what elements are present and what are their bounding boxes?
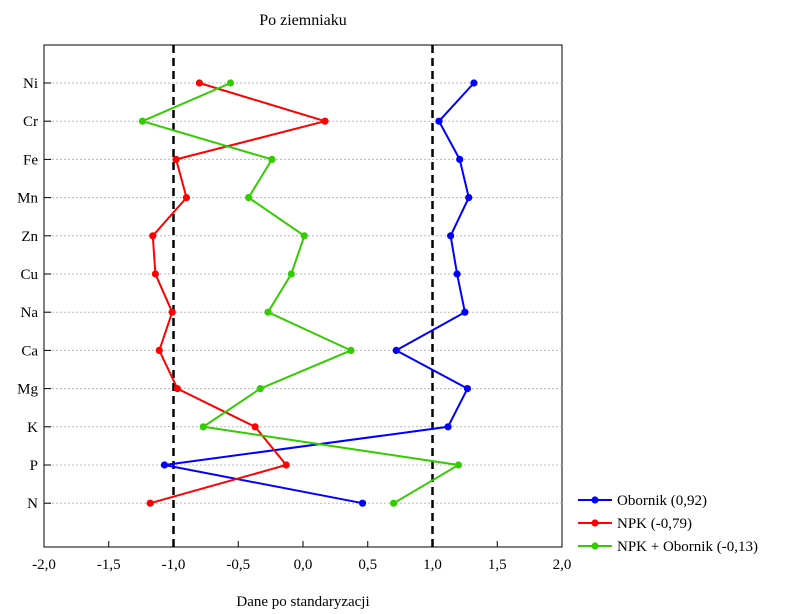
y-tick-label: Ca bbox=[21, 343, 38, 359]
data-point bbox=[465, 194, 473, 202]
x-tick-label: 1,0 bbox=[423, 557, 442, 573]
data-point bbox=[151, 270, 159, 278]
data-point bbox=[300, 232, 308, 240]
legend: Obornik (0,92) NPK (-0,79) NPK + Obornik (… bbox=[578, 493, 758, 555]
data-point bbox=[392, 346, 400, 354]
x-tick-label: 1,5 bbox=[488, 557, 507, 573]
data-point bbox=[264, 308, 272, 316]
x-axis-label: Dane po standaryzacji bbox=[236, 594, 369, 610]
series-line bbox=[164, 82, 475, 505]
y-tick-label: Zn bbox=[21, 229, 38, 245]
series-1 bbox=[160, 79, 478, 507]
data-point bbox=[444, 423, 452, 431]
data-point bbox=[358, 499, 367, 507]
data-point bbox=[282, 461, 290, 469]
legend-swatch-marker bbox=[591, 519, 599, 527]
data-point bbox=[456, 155, 464, 163]
data-point bbox=[173, 385, 181, 393]
plot-area bbox=[43, 44, 563, 548]
data-point bbox=[226, 79, 235, 87]
data-point bbox=[347, 346, 355, 354]
series-layer bbox=[138, 79, 478, 507]
data-point bbox=[245, 194, 253, 202]
y-tick-label: Mn bbox=[17, 191, 38, 207]
data-point bbox=[138, 117, 147, 125]
x-tick-label: -1,5 bbox=[97, 557, 121, 573]
y-tick-label: K bbox=[27, 420, 38, 436]
x-tick-label: -1,0 bbox=[162, 557, 186, 573]
data-point bbox=[149, 232, 157, 240]
legend-label: NPK + Obornik (-0,13) bbox=[617, 539, 758, 555]
series-3 bbox=[138, 79, 462, 507]
chart-title: Po ziemniaku bbox=[259, 12, 347, 29]
data-point bbox=[435, 117, 443, 125]
data-point bbox=[199, 423, 207, 431]
data-point bbox=[268, 155, 276, 163]
x-axis: -2,0 -1,5 -1,0 -0,5 0,0 0,5 1,0 1,5 2,0 bbox=[32, 541, 571, 573]
data-point bbox=[168, 308, 176, 316]
legend-item: Obornik (0,92) bbox=[578, 493, 707, 509]
data-point bbox=[454, 461, 462, 469]
x-tick-label: 0,5 bbox=[358, 557, 377, 573]
y-axis: Ni Cr Fe Mn Zn Cu Na Ca Mg K P N bbox=[17, 76, 51, 512]
data-point bbox=[146, 499, 154, 507]
y-tick-label: Fe bbox=[23, 152, 38, 168]
series-line bbox=[149, 82, 329, 505]
legend-label: Obornik (0,92) bbox=[617, 493, 707, 509]
data-point bbox=[321, 117, 329, 125]
data-point bbox=[182, 194, 191, 202]
data-point bbox=[251, 423, 259, 431]
data-point bbox=[470, 79, 478, 87]
x-tick-label: 0,0 bbox=[294, 557, 313, 573]
data-point bbox=[256, 385, 264, 393]
y-tick-label: Ni bbox=[23, 76, 38, 92]
y-tick-label: Cu bbox=[20, 267, 38, 283]
series-line bbox=[139, 82, 462, 505]
data-point bbox=[390, 499, 398, 507]
y-tick-label: Na bbox=[21, 305, 39, 321]
data-point bbox=[287, 270, 295, 278]
x-tick-label: -0,5 bbox=[226, 557, 250, 573]
data-point bbox=[463, 385, 472, 393]
data-point bbox=[160, 461, 169, 469]
data-point bbox=[461, 308, 469, 316]
legend-item: NPK + Obornik (-0,13) bbox=[578, 539, 758, 555]
legend-swatch-marker bbox=[591, 542, 599, 550]
data-point bbox=[195, 79, 203, 87]
data-point bbox=[155, 346, 163, 354]
series-2 bbox=[146, 79, 329, 507]
data-point bbox=[447, 232, 455, 240]
legend-label: NPK (-0,79) bbox=[617, 516, 692, 532]
legend-item: NPK (-0,79) bbox=[578, 516, 692, 532]
y-tick-label: N bbox=[27, 496, 38, 512]
y-tick-label: Cr bbox=[23, 114, 38, 130]
data-point bbox=[453, 270, 461, 278]
x-tick-label: -2,0 bbox=[32, 557, 56, 573]
y-tick-label: Mg bbox=[17, 382, 38, 398]
y-tick-label: P bbox=[30, 458, 38, 474]
x-tick-label: 2,0 bbox=[553, 557, 572, 573]
legend-swatch-marker bbox=[591, 496, 599, 504]
data-point bbox=[172, 155, 180, 163]
